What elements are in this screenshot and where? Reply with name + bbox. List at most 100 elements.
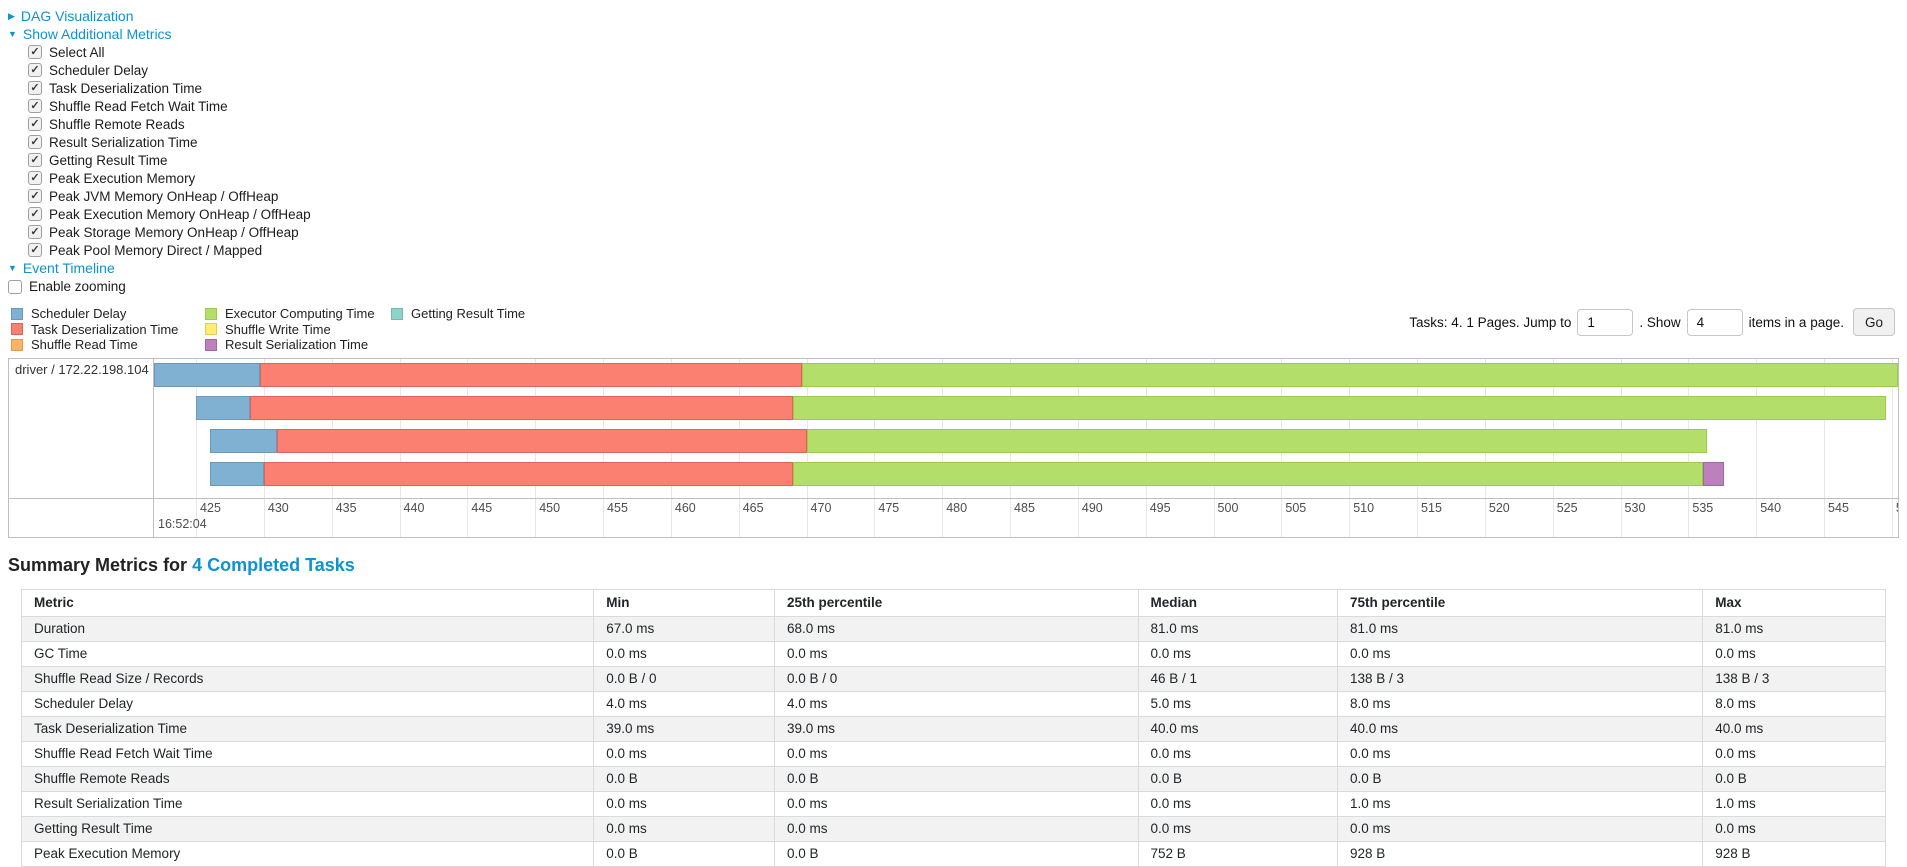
- axis-gridline: [1891, 358, 1893, 498]
- axis-gridline: [1213, 358, 1215, 498]
- axis-tick-label: 540: [1760, 500, 1782, 515]
- axis-tick-label: 430: [267, 500, 289, 515]
- scheduler-delay-segment[interactable]: [209, 428, 278, 453]
- axis-gridline: [1010, 358, 1012, 498]
- task-deserialization-time-segment[interactable]: [250, 395, 793, 420]
- checkbox-icon[interactable]: ✓: [28, 45, 42, 59]
- axis-tick-label: 515: [1421, 500, 1442, 515]
- axis-gridline: [1349, 498, 1351, 537]
- dag-visualization-link[interactable]: DAG Visualization: [20, 8, 134, 24]
- metric-value-cell: 4.0 ms: [774, 690, 1139, 717]
- timeline-axis: 425 430 435 440 445 450 455 460 465 470 475 480 485 4…: [154, 497, 1898, 537]
- table-row: Duration 67.0 ms 68.0 ms 81.0 ms 81.0 ms 81.0…: [20, 615, 1886, 642]
- show-additional-metrics-toggle[interactable]: ▼ Show Additional Metrics: [8, 25, 1907, 43]
- axis-gridline: [331, 358, 333, 498]
- checkbox-icon[interactable]: ✓: [28, 117, 42, 131]
- legend-item: Getting Result Time: [391, 306, 525, 322]
- executor-computing-time-segment[interactable]: [806, 428, 1708, 453]
- checkbox-icon[interactable]: ✓: [28, 99, 42, 113]
- checkbox-label: Scheduler Delay: [49, 62, 149, 78]
- metric-value-cell: 0.0 ms: [1137, 790, 1338, 817]
- checkbox-icon[interactable]: ✓: [28, 135, 42, 149]
- completed-tasks-link[interactable]: 4 Completed Tasks: [192, 554, 355, 575]
- metric-value-cell: 8.0 ms: [1336, 690, 1704, 717]
- scheduler-delay-segment[interactable]: [209, 461, 264, 486]
- timeline-plot-area: [154, 358, 1898, 498]
- show-additional-metrics-link[interactable]: Show Additional Metrics: [22, 26, 172, 42]
- metric-checkbox-row: ✓ Task Deserialization Time: [28, 79, 1907, 97]
- chevron-down-icon: ▼: [8, 262, 17, 273]
- axis-gridline: [1824, 498, 1826, 537]
- axis-gridline: [1417, 498, 1419, 537]
- enable-zooming-label: Enable zooming: [29, 279, 126, 294]
- metric-value-cell: 40.0 ms: [1137, 715, 1338, 742]
- axis-gridline: [1077, 498, 1079, 537]
- pagination-prefix-label: Tasks: 4. 1 Pages. Jump to: [1409, 314, 1572, 330]
- task-deserialization-time-segment[interactable]: [259, 362, 803, 387]
- checkbox-icon[interactable]: ✓: [28, 225, 42, 239]
- result-serialization-time-segment[interactable]: [1703, 461, 1724, 486]
- metric-value-cell: 1.0 ms: [1702, 790, 1886, 817]
- jump-to-page-input[interactable]: [1577, 308, 1634, 336]
- executor-computing-time-segment[interactable]: [792, 395, 1887, 420]
- checkbox-label: Peak Pool Memory Direct / Mapped: [49, 242, 263, 258]
- checkbox-icon[interactable]: ✓: [28, 207, 42, 221]
- task-deserialization-time-segment[interactable]: [263, 461, 793, 486]
- axis-gridline: [1145, 498, 1147, 537]
- go-button[interactable]: Go: [1852, 308, 1895, 336]
- checkbox-icon[interactable]: ✓: [28, 243, 42, 257]
- axis-gridline: [1484, 358, 1486, 498]
- metric-value-cell: 0.0 B: [1336, 765, 1704, 792]
- axis-tick-label: 450: [539, 500, 561, 515]
- scheduler-delay-segment[interactable]: [154, 362, 260, 387]
- axis-tick-label: 550: [1896, 501, 1898, 515]
- axis-gridline: [196, 358, 198, 498]
- dag-visualization-toggle[interactable]: ▶ DAG Visualization: [8, 7, 1907, 25]
- scheduler-delay-segment[interactable]: [196, 395, 251, 420]
- metric-value-cell: 0.0 ms: [593, 740, 776, 767]
- checkbox-label: Peak Storage Memory OnHeap / OffHeap: [49, 224, 299, 240]
- legend-swatch-getting-result-time: [391, 307, 403, 320]
- checkbox-icon[interactable]: ✓: [28, 189, 42, 203]
- metric-value-cell: 928 B: [1702, 840, 1886, 867]
- task-deserialization-time-segment[interactable]: [277, 428, 807, 453]
- metric-value-cell: 0.0 ms: [774, 740, 1139, 767]
- enable-zooming-checkbox[interactable]: [8, 279, 22, 294]
- table-header-cell: Median: [1137, 588, 1338, 617]
- metric-value-cell: 138 B / 3: [1702, 665, 1886, 692]
- axis-gridline: [1349, 358, 1351, 498]
- metric-checkbox-list: ✓ Select All ✓ Scheduler Delay ✓ Task Deseria…: [8, 43, 1907, 259]
- event-timeline-link[interactable]: Event Timeline: [22, 260, 115, 276]
- metric-value-cell: 0.0 B: [1137, 765, 1338, 792]
- executor-computing-time-segment[interactable]: [802, 362, 1898, 387]
- page-size-input[interactable]: [1686, 308, 1743, 336]
- checkbox-label: Select All: [49, 44, 105, 60]
- metric-checkbox-row: ✓ Scheduler Delay: [28, 61, 1907, 79]
- executor-computing-time-segment[interactable]: [792, 461, 1704, 486]
- metric-value-cell: 0.0 ms: [1702, 640, 1886, 667]
- axis-tick-label: 520: [1488, 500, 1510, 515]
- timeline-task-bar: [209, 461, 1724, 486]
- timeline-legend: Scheduler Delay Task Deserialization Time…: [11, 306, 525, 353]
- chevron-down-icon: ▼: [8, 28, 17, 39]
- chevron-right-icon: ▶: [8, 10, 15, 21]
- axis-gridline: [1620, 358, 1622, 498]
- pagination-controls: Tasks: 4. 1 Pages. Jump to . Show items …: [1409, 308, 1895, 336]
- legend-swatch-shuffle-write-time: [205, 323, 217, 336]
- event-timeline-toggle[interactable]: ▼ Event Timeline: [8, 259, 1907, 277]
- checkbox-icon[interactable]: ✓: [28, 81, 42, 95]
- axis-tick-label: 465: [742, 500, 764, 515]
- checkbox-icon[interactable]: ✓: [28, 153, 42, 167]
- table-row: Scheduler Delay 4.0 ms 4.0 ms 5.0 ms 8.0 ms 8…: [20, 690, 1886, 717]
- checkbox-icon[interactable]: ✓: [28, 63, 42, 77]
- metric-value-cell: 0.0 B / 0: [593, 665, 776, 692]
- metric-value-cell: 68.0 ms: [774, 615, 1139, 642]
- checkbox-icon[interactable]: ✓: [28, 171, 42, 185]
- metric-checkbox-row: ✓ Peak Storage Memory OnHeap / OffHeap: [28, 223, 1907, 241]
- axis-gridline: [1010, 498, 1012, 537]
- axis-tick-label: 440: [403, 500, 425, 515]
- axis-gridline: [874, 498, 876, 537]
- metric-value-cell: 0.0 ms: [1137, 815, 1338, 842]
- summary-metrics-title: Summary Metrics for 4 Completed Tasks: [8, 555, 1907, 576]
- checkbox-label: Shuffle Read Fetch Wait Time: [49, 98, 228, 114]
